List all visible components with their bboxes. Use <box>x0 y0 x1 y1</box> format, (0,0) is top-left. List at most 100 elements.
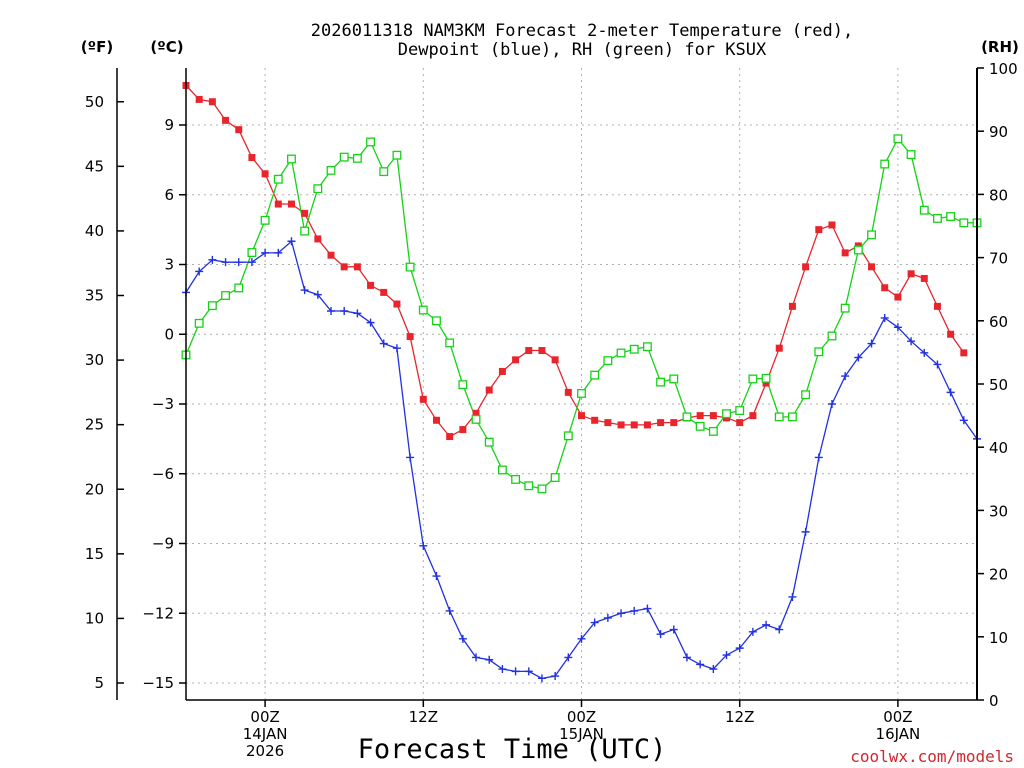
dewpoint-point <box>946 388 955 397</box>
temperature-point <box>222 116 230 124</box>
temperature-point <box>472 409 480 417</box>
dewpoint-point <box>814 453 823 462</box>
time-tick-label: 14JAN <box>243 725 288 743</box>
temperature-point <box>195 95 203 103</box>
rh-point <box>194 318 204 328</box>
temperature-point <box>538 347 546 355</box>
fahrenheit-tick-label: 35 <box>85 287 104 305</box>
fahrenheit-unit-label: (ºF) <box>81 38 113 56</box>
dewpoint-point <box>788 592 797 601</box>
celsius-unit-label: (ºC) <box>150 38 183 56</box>
rh-tick-label: 50 <box>989 376 1008 394</box>
rh-point <box>484 437 494 447</box>
temperature-point <box>749 412 757 420</box>
rh-point <box>748 374 758 384</box>
time-tick-label: 15JAN <box>559 725 604 743</box>
temperature-point <box>604 419 612 427</box>
dewpoint-point <box>445 606 454 615</box>
temperature-point <box>868 263 876 271</box>
time-tick-label: 2026 <box>246 742 284 760</box>
dewpoint-point <box>893 323 902 332</box>
rh-point <box>273 174 283 184</box>
dewpoint-point <box>590 618 599 627</box>
temperature-point <box>907 270 915 278</box>
temperature-point <box>947 330 955 338</box>
temperature-point <box>208 98 216 106</box>
rh-point <box>550 473 560 482</box>
rh-point <box>537 484 547 494</box>
temperature-point <box>393 300 401 308</box>
rh-tick-label: 60 <box>989 313 1008 331</box>
dewpoint-point <box>353 309 362 318</box>
rh-tick-label: 100 <box>989 60 1018 78</box>
rh-tick-label: 0 <box>989 692 999 710</box>
rh-point <box>814 347 824 357</box>
dewpoint-point <box>485 655 494 664</box>
dewpoint-point <box>827 400 836 408</box>
dewpoint-point <box>762 620 771 629</box>
rh-tick-label: 70 <box>989 250 1008 268</box>
fahrenheit-tick-label: 50 <box>85 93 104 111</box>
celsius-tick-label: 6 <box>164 186 174 204</box>
rh-point <box>669 374 679 384</box>
rh-tick-label: 80 <box>989 186 1008 204</box>
rh-point <box>761 373 771 383</box>
rh-point <box>418 305 428 315</box>
rh-tick-label: 20 <box>989 566 1008 584</box>
grid-lines <box>186 68 977 700</box>
dewpoint-point <box>261 248 270 257</box>
temperature-point <box>446 433 454 441</box>
dewpoint-point <box>867 339 876 348</box>
rh-point <box>207 301 217 311</box>
rh-point <box>392 150 402 160</box>
temperature-line <box>185 85 965 438</box>
rh-point <box>471 414 481 424</box>
temperature-point <box>802 263 810 271</box>
credit-text: coolwx.com/models <box>850 747 1014 766</box>
dewpoint-point <box>735 644 744 653</box>
rh-tick-label: 40 <box>989 439 1008 457</box>
rh-point <box>379 167 389 177</box>
rh-tick-label: 90 <box>989 123 1008 141</box>
rh-point <box>497 465 507 475</box>
dewpoint-point <box>959 416 968 425</box>
dewpoint-point <box>907 337 916 346</box>
rh-point <box>616 348 626 358</box>
rh-point <box>577 389 586 398</box>
rh-point <box>603 356 613 366</box>
temperature-point <box>432 416 440 424</box>
dewpoint-point <box>274 248 283 257</box>
rh-point <box>339 152 349 162</box>
rh-point <box>642 342 652 352</box>
celsius-tick-label: −12 <box>142 604 174 622</box>
fahrenheit-tick-label: 30 <box>85 351 104 369</box>
rh-point <box>260 215 270 225</box>
dewpoint-point <box>392 344 401 353</box>
rh-point <box>919 205 929 215</box>
rh-point <box>458 380 468 390</box>
rh-point <box>511 474 521 484</box>
temperature-point <box>736 419 744 427</box>
temperature-point <box>630 421 638 429</box>
rh-point <box>840 303 850 313</box>
temperature-point <box>340 263 348 271</box>
rh-point <box>933 213 942 223</box>
dewpoint-point <box>656 630 665 639</box>
rh-tick-label: 10 <box>989 629 1008 647</box>
dewpoint-point <box>419 541 428 550</box>
dewpoint-point <box>682 653 691 662</box>
rh-point <box>563 431 573 441</box>
temperature-point <box>512 356 520 364</box>
temperature-point <box>657 419 665 427</box>
time-tick-label: 00Z <box>567 708 596 726</box>
dewpoint-point <box>880 313 889 322</box>
temperature-point <box>525 347 533 355</box>
temperature-point <box>498 367 506 375</box>
rh-point <box>787 412 797 422</box>
rh-point <box>695 421 705 431</box>
temperature-point <box>933 302 941 310</box>
x-axis-title: Forecast Time (UTC) <box>358 734 667 765</box>
fahrenheit-tick-label: 15 <box>85 545 104 563</box>
dewpoint-point <box>511 667 520 676</box>
temperature-point <box>551 356 559 364</box>
